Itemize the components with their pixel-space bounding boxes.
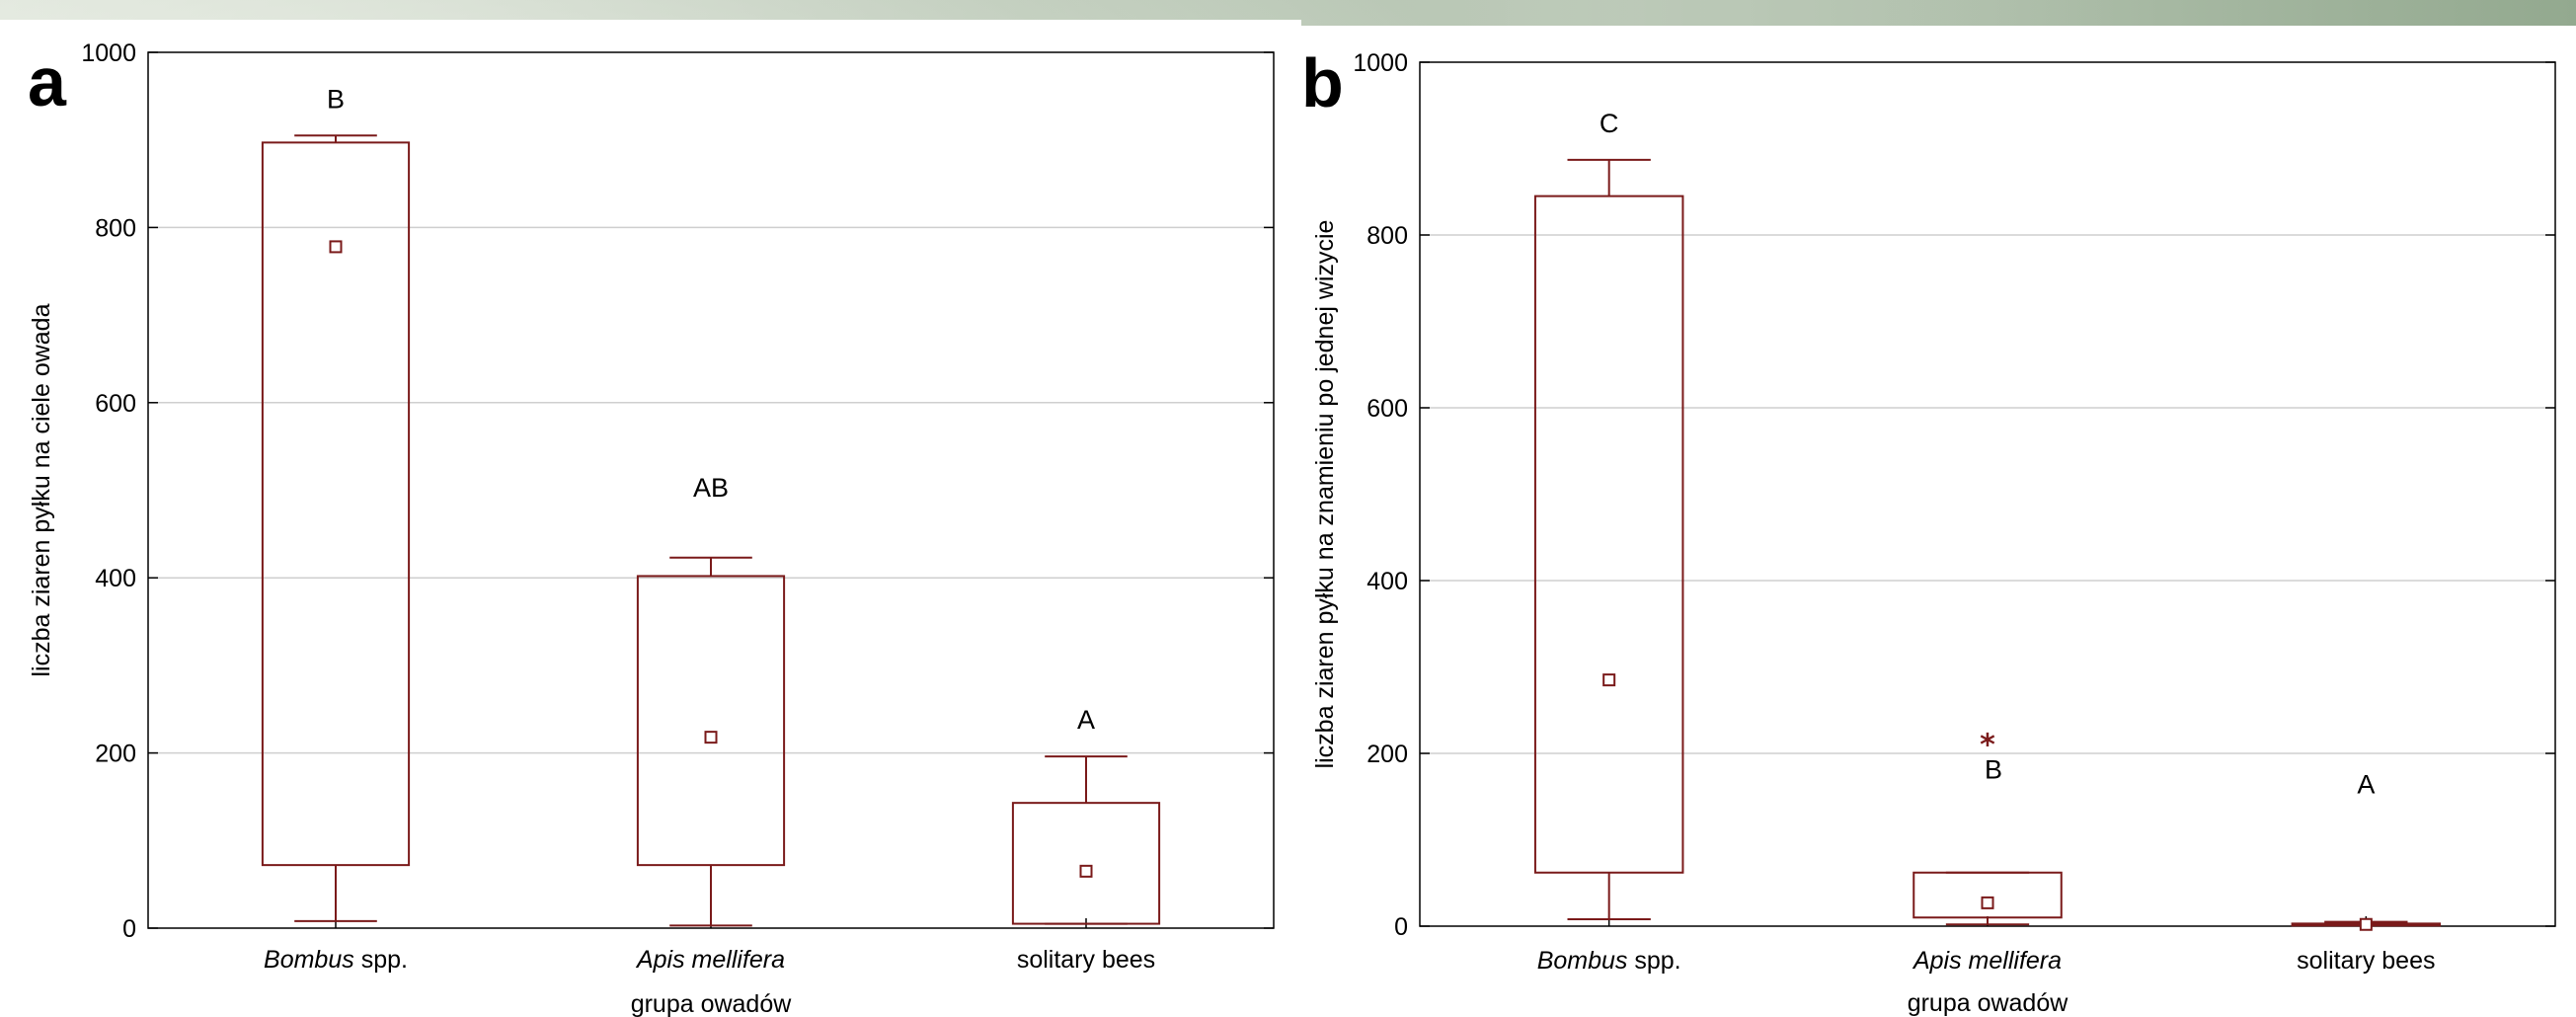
y-tick-label: 0 [122,915,136,943]
y-axis-label: liczba ziaren pyłku na znamieniu po jedn… [1311,220,1339,769]
box-plot-a: 0 200 400 600 800 1000 liczba ziaren pyłku na … [28,39,1275,1017]
y-tick-label: 800 [95,214,136,242]
x-tick-label: solitary bees [2297,947,2435,975]
y-tick-label: 600 [95,390,136,418]
box-plot-b: 0 200 400 600 800 1000 liczba ziaren pyłku na … [1311,49,2556,1017]
x-tick-label: Apis mellifera [1912,947,2062,975]
iqr-box [636,575,786,867]
y-tick-label: 400 [95,565,136,592]
y-tick-label: 800 [1366,222,1408,250]
y-axis-label: liczba ziaren pyłku na ciele owada [28,303,55,676]
mean-marker [1981,896,1994,909]
y-tick-label: 400 [1366,568,1408,595]
significance-letter: A [2357,770,2375,800]
x-axis-label: grupa owadów [631,990,793,1017]
y-tick-label: 200 [1366,741,1408,768]
chart-panel-a: a 0 200 400 600 800 1000 liczba ziaren pyłku n… [0,20,1301,1017]
x-axis-label: grupa owadów [1908,989,2069,1017]
mean-marker [329,240,343,254]
x-tick-label: solitary bees [1017,946,1155,974]
mean-marker [1079,864,1093,878]
iqr-box [261,141,411,867]
iqr-box [1011,802,1161,925]
chart-panel-b: b 0 200 400 600 800 1000 liczba ziaren pyłku n… [1301,26,2576,1017]
x-tick-label: Apis mellifera [635,946,785,974]
iqr-box [1912,871,2063,919]
iqr-box [1533,195,1684,874]
panel-label-a: a [28,43,66,120]
significance-letter: AB [693,473,729,503]
y-tick-label: 1000 [81,39,136,67]
mean-marker [1602,673,1616,687]
outlier-marker: * [1980,729,1995,763]
x-tick-label: Bombus spp. [1537,947,1681,975]
significance-letter: C [1600,109,1619,138]
mean-marker [2359,917,2373,931]
x-tick-label: Bombus spp. [264,946,408,974]
significance-letter: B [1985,755,2002,785]
plot-frame [1419,61,2556,927]
y-tick-label: 600 [1366,395,1408,423]
significance-letter: B [327,84,345,114]
y-tick-label: 0 [1394,913,1408,941]
y-tick-label: 200 [95,741,136,768]
significance-letter: A [1077,705,1095,735]
panel-label-b: b [1301,44,1344,121]
y-tick-label: 1000 [1353,49,1408,77]
mean-marker [704,731,718,744]
